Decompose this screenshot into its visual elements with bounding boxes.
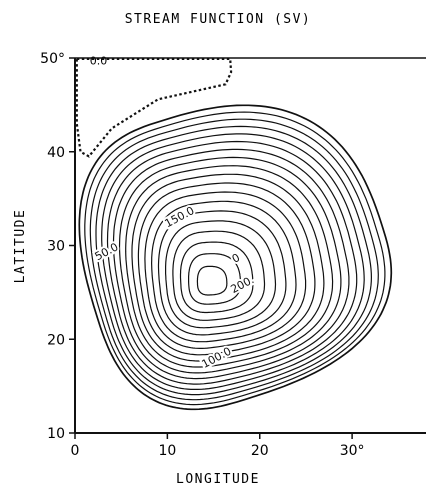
contour-line: [112, 148, 350, 380]
gyre-contours: [78, 104, 393, 411]
x-tick-label: 10: [158, 443, 176, 459]
contour-value-label: 0: [230, 251, 242, 266]
contour-value-label: 50.0: [93, 240, 121, 263]
contour-line: [89, 118, 379, 401]
contour-line: [165, 220, 277, 329]
contour-line: [172, 230, 266, 321]
x-axis-label: LONGITUDE: [176, 472, 260, 487]
contour-line: [95, 125, 373, 396]
contour-line: [179, 241, 254, 314]
zero-contour-region: 0.0: [75, 55, 233, 158]
y-tick-label: 40: [47, 145, 65, 161]
contour-line: [118, 156, 342, 374]
axis-ticks: 0 10 20 30° 10 20 30 40 50°: [40, 51, 364, 459]
contour-line: [150, 200, 297, 343]
x-tick-label: 30°: [340, 443, 365, 459]
contour-line: [101, 133, 365, 390]
y-tick-label: 10: [47, 426, 65, 442]
contour-line: [137, 182, 316, 356]
contour-line: [188, 253, 242, 305]
contour-line: [84, 111, 386, 406]
dashed-region-label: 0.0: [90, 55, 108, 68]
dashed-zero-contour: [75, 57, 233, 158]
contour-line: [78, 104, 393, 411]
contour-line: [157, 210, 287, 336]
y-axis-label: LATITUDE: [13, 209, 28, 284]
y-tick-label: 20: [47, 332, 65, 348]
contour-line: [106, 140, 358, 385]
contour-line: [131, 173, 325, 362]
y-tick-label: 30: [47, 239, 65, 255]
contour-line: [125, 165, 334, 368]
contour-line: [196, 265, 228, 296]
contour-line: [144, 191, 307, 349]
x-tick-label: 20: [251, 443, 269, 459]
x-tick-label: 0: [71, 443, 80, 459]
y-tick-label: 50°: [40, 51, 65, 67]
chart-title: STREAM FUNCTION (SV): [125, 12, 312, 27]
